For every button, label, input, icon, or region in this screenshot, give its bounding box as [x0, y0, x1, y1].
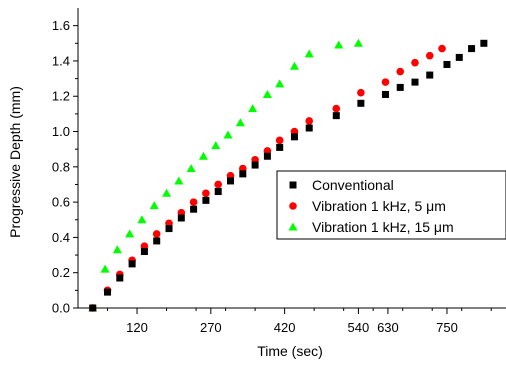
legend-marker — [288, 222, 298, 231]
data-point — [248, 104, 258, 113]
data-point — [411, 58, 419, 67]
data-point — [357, 99, 365, 107]
data-point — [290, 133, 298, 141]
data-points — [88, 38, 488, 312]
y-axis: 0.0 0.2 0.4 0.6 0.8 1.0 1.2 1.4 1.6 — [52, 18, 78, 316]
y-tick-label: 1.4 — [52, 53, 70, 68]
data-point — [263, 152, 271, 160]
legend-label: Conventional — [312, 177, 394, 193]
y-tick-label: 1.0 — [52, 124, 70, 139]
data-point — [305, 117, 314, 125]
y-tick-label: 0.8 — [52, 159, 70, 174]
x-axis: 120 270 420 540 630 750 — [107, 308, 492, 335]
data-point — [396, 67, 405, 76]
data-point — [425, 51, 434, 60]
legend-label: Vibration 1 kHz, 5 μm — [312, 198, 446, 214]
data-point — [137, 215, 147, 224]
y-axis-label: Progressive Depth (mm) — [7, 86, 23, 238]
data-point — [334, 40, 344, 49]
y-tick-label: 1.6 — [52, 18, 70, 33]
data-point — [276, 143, 284, 151]
data-point — [227, 177, 235, 185]
x-axis-label: Time (sec) — [257, 343, 323, 359]
data-point — [443, 60, 451, 68]
data-point — [153, 237, 161, 245]
data-point — [116, 274, 124, 282]
data-point — [305, 124, 313, 132]
data-point — [202, 189, 210, 198]
y-tick-label: 1.2 — [52, 89, 70, 104]
legend: Conventional Vibration 1 kHz, 5 μm Vibrati… — [276, 170, 506, 240]
data-point — [186, 164, 196, 173]
data-point — [177, 214, 185, 222]
data-point — [223, 130, 233, 139]
data-point — [438, 44, 446, 53]
data-point — [455, 53, 463, 61]
data-point — [332, 112, 340, 120]
data-point — [198, 151, 208, 160]
y-tick-label: 0.4 — [52, 230, 70, 245]
data-point — [275, 136, 284, 145]
data-point — [235, 118, 245, 127]
x-tick-label: 630 — [377, 320, 399, 335]
data-point — [251, 161, 259, 169]
x-tick-label: 540 — [348, 320, 370, 335]
x-tick-label: 420 — [274, 320, 296, 335]
data-point — [239, 170, 247, 178]
data-point — [89, 304, 97, 312]
data-point — [289, 61, 299, 70]
y-tick-label: 0.2 — [52, 265, 70, 280]
data-point — [140, 248, 148, 256]
data-point — [275, 79, 285, 88]
x-tick-label: 270 — [200, 320, 222, 335]
data-point — [411, 78, 419, 86]
legend-marker — [289, 202, 297, 210]
data-point — [128, 260, 136, 268]
data-point — [262, 89, 272, 98]
data-point — [100, 264, 110, 273]
y-tick-label: 0.0 — [52, 301, 70, 316]
data-point — [381, 78, 390, 86]
data-point — [381, 90, 389, 98]
series-square — [89, 39, 488, 312]
data-point — [104, 288, 112, 296]
data-point — [332, 104, 341, 113]
legend-marker — [289, 181, 297, 189]
data-point — [149, 201, 159, 210]
data-point — [190, 205, 198, 213]
data-point — [152, 230, 161, 238]
data-point — [353, 38, 363, 47]
data-point — [214, 180, 223, 189]
data-point — [214, 188, 222, 196]
data-point — [480, 39, 488, 47]
y-tick-label: 0.6 — [52, 195, 70, 210]
data-point — [189, 198, 198, 206]
legend-label: Vibration 1 kHz, 15 μm — [312, 219, 454, 235]
data-point — [396, 83, 404, 91]
data-point — [174, 176, 184, 185]
data-point — [162, 188, 172, 197]
data-point — [165, 225, 173, 233]
x-tick-label: 120 — [126, 320, 148, 335]
data-point — [125, 229, 135, 238]
plot-area — [77, 8, 506, 309]
data-point — [426, 71, 434, 79]
legend-box — [276, 170, 506, 240]
x-tick-label: 750 — [436, 320, 458, 335]
data-point — [202, 196, 210, 204]
data-point — [468, 45, 476, 53]
data-point — [211, 141, 221, 150]
data-point — [357, 88, 365, 97]
data-point — [112, 245, 122, 254]
data-point — [304, 49, 314, 58]
